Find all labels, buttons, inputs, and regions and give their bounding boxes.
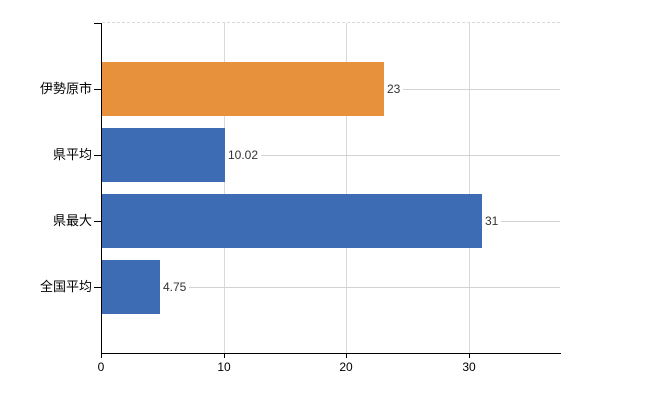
bar: [102, 62, 384, 116]
bar: [102, 128, 225, 182]
bar-value-label: 23: [387, 82, 401, 96]
bar-value-label: 31: [485, 214, 499, 228]
x-gridline: [224, 23, 225, 353]
x-axis-tick-label: 20: [339, 360, 353, 374]
y-axis-tick: [94, 155, 101, 156]
y-axis-line: [101, 23, 102, 357]
bar-value-label: 4.75: [163, 280, 187, 294]
value-leader-line: [189, 286, 560, 288]
x-gridline: [346, 23, 347, 353]
x-axis-tick-label: 10: [217, 360, 231, 374]
plot-top-gridline: [102, 22, 560, 23]
x-axis-tick-label: 30: [462, 360, 476, 374]
value-row: 31: [485, 213, 560, 229]
x-gridline: [469, 23, 470, 353]
y-axis-tick: [94, 89, 101, 90]
x-axis-tick-label: 0: [97, 360, 105, 374]
value-leader-line: [501, 220, 560, 222]
x-axis-line: [101, 353, 561, 354]
category-label: 県最大: [52, 213, 92, 228]
x-axis-tick: [101, 353, 102, 358]
category-label: 伊勢原市: [39, 81, 92, 96]
bar-value-label: 10.02: [228, 148, 259, 162]
value-row: 23: [387, 81, 560, 97]
bar: [102, 260, 160, 314]
category-label: 県平均: [52, 147, 92, 162]
value-leader-line: [403, 88, 560, 90]
y-axis-tick: [94, 287, 101, 288]
x-axis-tick: [224, 353, 225, 358]
category-label: 全国平均: [39, 279, 92, 294]
y-axis-top-tick: [94, 23, 101, 24]
y-axis-tick: [94, 221, 101, 222]
value-row: 10.02: [228, 147, 560, 163]
value-row: 4.75: [163, 279, 560, 295]
x-axis-tick: [346, 353, 347, 358]
value-leader-line: [261, 154, 560, 156]
bar: [102, 194, 482, 248]
x-axis-tick: [469, 353, 470, 358]
